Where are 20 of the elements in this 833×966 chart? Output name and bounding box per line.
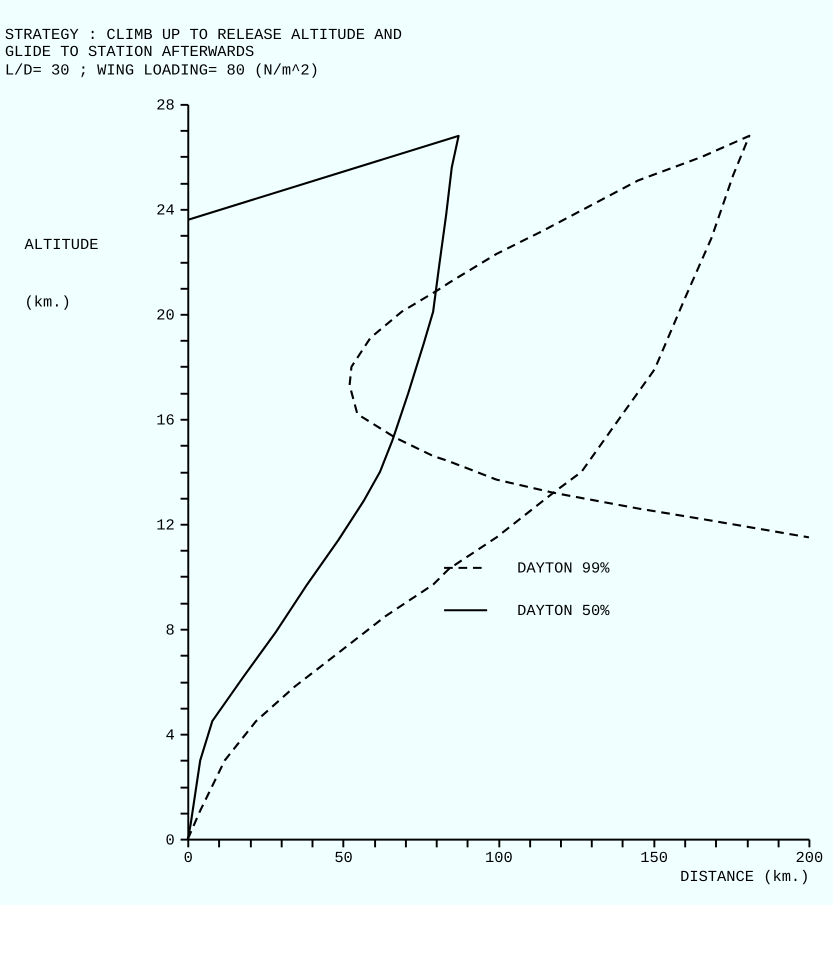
text: GLIDE TO STATION AFTERWARDS: [4, 43, 254, 62]
x-tick-label: 50: [334, 848, 353, 867]
x-tick-label: 200: [796, 848, 824, 867]
y-tick-label: 4: [166, 726, 175, 744]
text: ALTITUDE (km.): [24, 236, 98, 312]
legend-label: DAYTON 50%: [517, 602, 610, 620]
x-tick-label: 100: [484, 848, 513, 867]
y-tick-label: 12: [156, 516, 175, 535]
y-tick-label: 28: [156, 96, 175, 115]
y-tick-label: 8: [166, 622, 175, 640]
y-tick-label: 16: [156, 412, 175, 430]
text: STRATEGY : CLIMB UP TO RELEASE ALTITUDE AND: [4, 26, 402, 44]
x-axis-title: DISTANCE (km.): [680, 868, 810, 886]
chart-subtitle: L/D= 30 ; WING LOADING= 80 (N/m^2): [4, 62, 319, 80]
y-tick-label: 0: [166, 831, 175, 850]
y-tick-label: 20: [156, 306, 175, 325]
x-tick-label: 0: [184, 848, 193, 867]
legend-label: DAYTON 99%: [517, 560, 610, 578]
x-tick-label: 150: [640, 848, 668, 867]
y-tick-label: 24: [156, 202, 175, 220]
